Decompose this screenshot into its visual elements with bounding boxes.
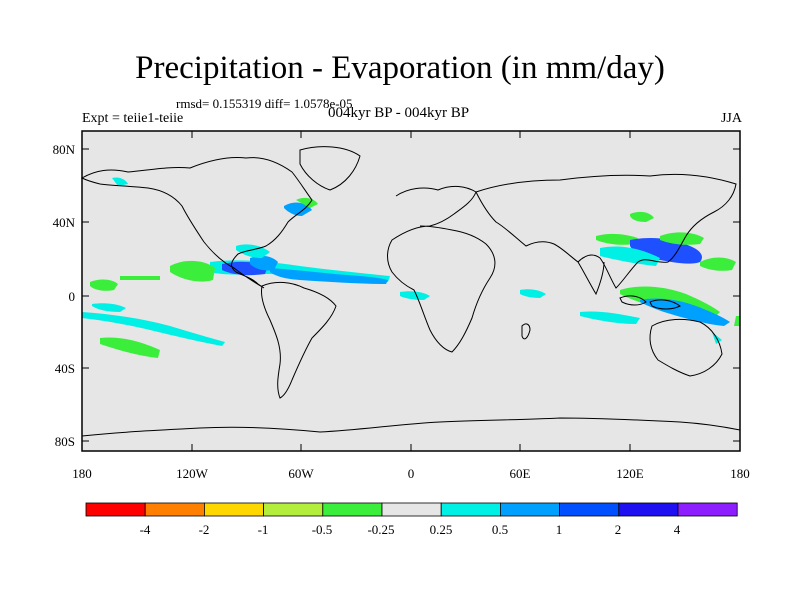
lon-tick-label: 60E (510, 466, 531, 481)
rmsd-stats: rmsd= 0.155319 diff= 1.0578e-05 (176, 96, 353, 111)
colorbar-label: -2 (199, 522, 210, 537)
colorbar-label: 0.25 (430, 522, 453, 537)
lat-tick-label: 80N (53, 142, 76, 157)
colorbar-label: -4 (140, 522, 151, 537)
lat-tick-label: 40N (53, 215, 76, 230)
lat-tick-label: 0 (69, 289, 76, 304)
colorbar-swatch (499, 502, 560, 517)
colorbar-swatch (618, 502, 679, 517)
lat-tick-label: 80S (55, 434, 75, 449)
colorbar-swatch (144, 502, 205, 517)
colorbar-swatch (263, 502, 324, 517)
lon-tick-label: 0 (408, 466, 415, 481)
colorbar-swatch (85, 502, 146, 517)
colorbar-swatch (677, 502, 738, 517)
colorbar-label: 0.5 (492, 522, 508, 537)
period-label: 004kyr BP - 004kyr BP (328, 105, 470, 121)
colorbar-label: 2 (615, 522, 622, 537)
colorbar-label: -0.25 (367, 522, 394, 537)
colorbar-swatch (203, 502, 264, 517)
colorbar-swatch (381, 502, 442, 517)
lon-tick-marks (81, 131, 741, 451)
lat-tick-label: 40S (55, 361, 75, 376)
colorbar-swatch (559, 502, 620, 517)
season-label: JJA (720, 111, 742, 126)
lat-tick-marks (82, 148, 740, 442)
lon-tick-label: 120W (176, 466, 209, 481)
lon-tick-label: 120E (616, 466, 644, 481)
colorbar-swatch (440, 502, 501, 517)
colorbar-labels: -4 -2 -1 -0.5 -0.25 0.25 0.5 1 2 4 (140, 522, 681, 537)
anomaly-fields (82, 177, 740, 358)
lon-tick-label: 60W (288, 466, 314, 481)
colorbar-label: 4 (674, 522, 681, 537)
coastlines (80, 146, 741, 437)
colorbar (85, 502, 738, 517)
colorbar-swatch (322, 502, 383, 517)
lon-tick-label: 180 (730, 466, 750, 481)
experiment-label: Expt = teiie1-teiie (82, 111, 184, 126)
colorbar-label: -0.5 (312, 522, 333, 537)
colorbar-label: -1 (258, 522, 269, 537)
plot-title: Precipitation - Evaporation (in mm/day) (135, 50, 665, 86)
lon-tick-label: 180 (72, 466, 92, 481)
colorbar-label: 1 (556, 522, 563, 537)
